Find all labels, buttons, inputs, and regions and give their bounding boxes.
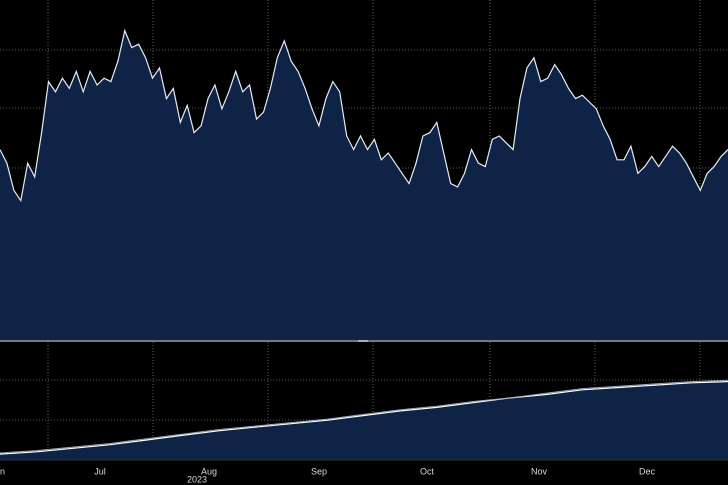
- upper-panel: [0, 28, 728, 340]
- x-axis: n Jul Aug Sep Oct Nov Dec 2023: [0, 459, 728, 484]
- lower-panel: [0, 379, 728, 460]
- x-tick-label: Oct: [420, 466, 435, 476]
- x-tick-label: Aug: [201, 466, 217, 476]
- lower-series-line: [0, 381, 728, 455]
- x-tick-label: Jul: [94, 466, 106, 476]
- x-tick-label: n: [0, 466, 5, 476]
- x-tick-label: Sep: [311, 466, 327, 476]
- lower-series-line: [0, 379, 728, 454]
- lower-series-area-fill: [0, 381, 728, 460]
- x-tick-label: Nov: [531, 466, 548, 476]
- series-line: [0, 28, 728, 203]
- x-tick-label: Dec: [639, 466, 656, 476]
- panel-divider-handle[interactable]: [358, 340, 368, 342]
- series-area-fill: [0, 30, 728, 340]
- x-year-label: 2023: [187, 474, 207, 484]
